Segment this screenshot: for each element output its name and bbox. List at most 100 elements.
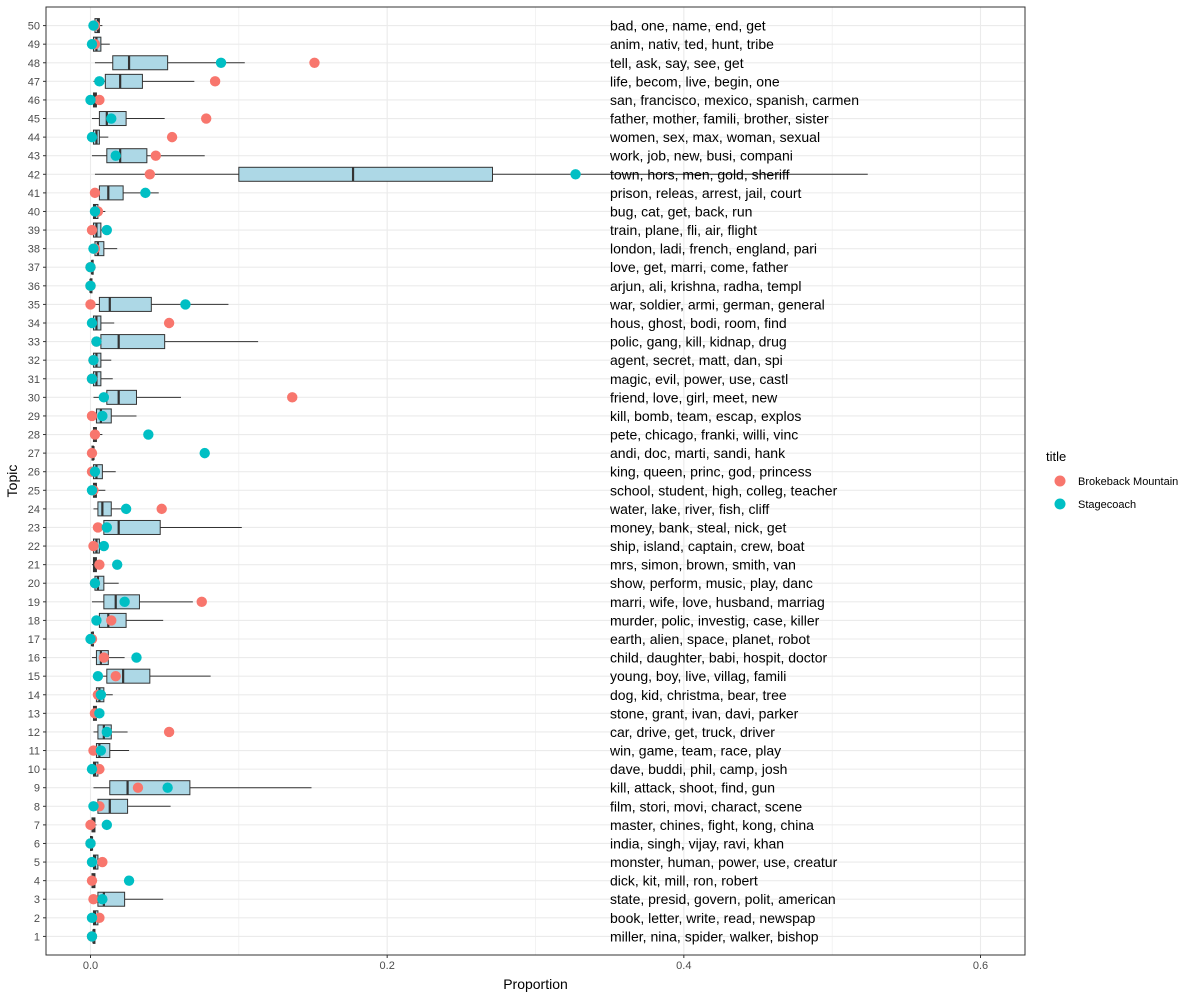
y-tick-label: 35 bbox=[28, 299, 40, 311]
topic-terms-label: child, daughter, babi, hospit, doctor bbox=[610, 650, 827, 666]
y-tick-label: 10 bbox=[28, 764, 40, 776]
point-stagecoach bbox=[85, 280, 96, 292]
y-tick-label: 13 bbox=[28, 708, 40, 720]
y-tick-label: 25 bbox=[28, 485, 40, 497]
point-brokeback-mountain bbox=[132, 782, 144, 793]
point-brokeback-mountain bbox=[89, 187, 101, 199]
topic-terms-label: dick, kit, mill, ron, robert bbox=[610, 873, 758, 889]
point-stagecoach bbox=[110, 150, 121, 161]
y-tick-label: 17 bbox=[28, 634, 40, 646]
legend-title: title bbox=[1046, 449, 1066, 464]
point-stagecoach bbox=[94, 76, 105, 87]
point-brokeback-mountain bbox=[166, 131, 178, 143]
topic-terms-label: arjun, ali, krishna, radha, templ bbox=[610, 278, 801, 294]
point-stagecoach bbox=[120, 503, 132, 515]
topic-terms-label: book, letter, write, read, newspap bbox=[610, 910, 816, 926]
topic-terms-label: murder, polic, investig, case, killer bbox=[610, 612, 820, 628]
point-stagecoach bbox=[89, 206, 101, 217]
point-stagecoach bbox=[91, 615, 102, 626]
topic-terms-label: car, drive, get, truck, driver bbox=[610, 724, 775, 740]
y-tick-label: 8 bbox=[34, 801, 40, 813]
box-iqr bbox=[112, 55, 169, 71]
y-tick-label: 41 bbox=[28, 188, 40, 200]
y-tick-label: 42 bbox=[28, 169, 40, 181]
x-tick-label: 0.4 bbox=[676, 960, 691, 972]
box-iqr bbox=[238, 166, 493, 182]
point-brokeback-mountain bbox=[97, 856, 108, 868]
y-tick-label: 6 bbox=[34, 838, 40, 850]
topic-terms-label: bug, cat, get, back, run bbox=[610, 203, 752, 219]
box-iqr bbox=[103, 519, 161, 535]
topic-terms-label: monster, human, power, use, creatur bbox=[610, 854, 838, 870]
topic-terms-label: train, plane, fli, air, flight bbox=[610, 222, 757, 238]
point-brokeback-mountain bbox=[144, 169, 156, 180]
topic-terms: miller, nina, spider, walker, bishop book… bbox=[609, 18, 859, 945]
y-tick-label: 5 bbox=[34, 857, 40, 869]
legend-label-stagecoach: Stagecoach bbox=[1078, 499, 1136, 511]
point-stagecoach bbox=[86, 856, 98, 868]
point-brokeback-mountain bbox=[94, 94, 105, 106]
y-tick-label: 36 bbox=[28, 281, 40, 293]
y-tick-label: 49 bbox=[28, 39, 40, 51]
movie-points bbox=[85, 20, 581, 942]
topic-terms-label: young, boy, live, villag, famili bbox=[610, 668, 786, 684]
point-brokeback-mountain bbox=[86, 875, 98, 886]
topic-terms-label: earth, alien, space, planet, robot bbox=[610, 631, 810, 647]
topic-terms-label: polic, gang, kill, kidnap, drug bbox=[610, 334, 787, 350]
point-brokeback-mountain bbox=[201, 113, 212, 124]
point-stagecoach bbox=[86, 373, 98, 384]
topic-terms-label: women, sex, max, woman, sexual bbox=[609, 129, 820, 145]
point-brokeback-mountain bbox=[85, 299, 96, 310]
topic-terms-label: water, lake, river, fish, cliff bbox=[609, 501, 769, 517]
topic-terms-label: stone, grant, ivan, davi, parker bbox=[610, 705, 799, 721]
point-brokeback-mountain bbox=[86, 410, 98, 422]
x-tick-label: 0.6 bbox=[973, 960, 988, 972]
topic-terms-label: friend, love, girl, meet, new bbox=[610, 389, 778, 405]
y-tick-label: 27 bbox=[28, 448, 40, 460]
point-stagecoach bbox=[101, 522, 113, 533]
point-stagecoach bbox=[123, 875, 135, 886]
point-stagecoach bbox=[89, 578, 101, 589]
point-brokeback-mountain bbox=[106, 615, 117, 626]
point-stagecoach bbox=[86, 317, 98, 329]
y-tick-label: 14 bbox=[28, 690, 40, 702]
y-tick-label: 23 bbox=[28, 522, 40, 534]
point-stagecoach bbox=[85, 633, 96, 645]
point-stagecoach bbox=[180, 299, 191, 310]
y-tick-label: 37 bbox=[28, 262, 40, 274]
topic-terms-label: anim, nativ, ted, hunt, tribe bbox=[610, 36, 774, 52]
point-stagecoach bbox=[97, 894, 108, 905]
topic-terms-label: miller, nina, spider, walker, bishop bbox=[610, 928, 819, 944]
y-tick-label: 16 bbox=[28, 653, 40, 665]
topic-terms-label: marri, wife, love, husband, marriag bbox=[610, 594, 825, 610]
y-tick-label: 11 bbox=[29, 746, 40, 758]
point-stagecoach bbox=[88, 20, 99, 31]
point-stagecoach bbox=[89, 466, 101, 477]
point-stagecoach bbox=[112, 559, 123, 570]
point-stagecoach bbox=[86, 38, 98, 50]
box-iqr bbox=[100, 334, 166, 350]
topic-terms-label: town, hors, men, gold, sheriff bbox=[610, 166, 790, 182]
topic-terms-label: win, game, team, race, play bbox=[609, 743, 781, 759]
point-stagecoach bbox=[95, 745, 107, 756]
topic-terms-label: state, presid, govern, polit, american bbox=[610, 891, 836, 907]
topic-terms-label: magic, evil, power, use, castl bbox=[610, 371, 788, 387]
point-brokeback-mountain bbox=[94, 912, 105, 924]
topic-terms-label: andi, doc, marti, sandi, hank bbox=[610, 445, 786, 461]
x-tick-label: 0.0 bbox=[83, 960, 98, 972]
point-stagecoach bbox=[95, 689, 107, 700]
topic-terms-label: father, mother, famili, brother, sister bbox=[610, 111, 829, 127]
point-stagecoach bbox=[119, 596, 130, 608]
topic-terms-label: life, becom, live, begin, one bbox=[610, 73, 780, 89]
point-stagecoach bbox=[570, 169, 581, 180]
y-tick-label: 19 bbox=[28, 597, 40, 609]
point-brokeback-mountain bbox=[85, 819, 96, 831]
point-stagecoach bbox=[86, 131, 98, 143]
topic-terms-label: war, soldier, armi, german, general bbox=[609, 296, 825, 312]
y-tick-label: 22 bbox=[28, 541, 40, 553]
box-iqr bbox=[109, 780, 191, 796]
y-tick-label: 7 bbox=[34, 820, 40, 832]
point-stagecoach bbox=[162, 782, 173, 793]
y-tick-label: 29 bbox=[28, 411, 40, 423]
